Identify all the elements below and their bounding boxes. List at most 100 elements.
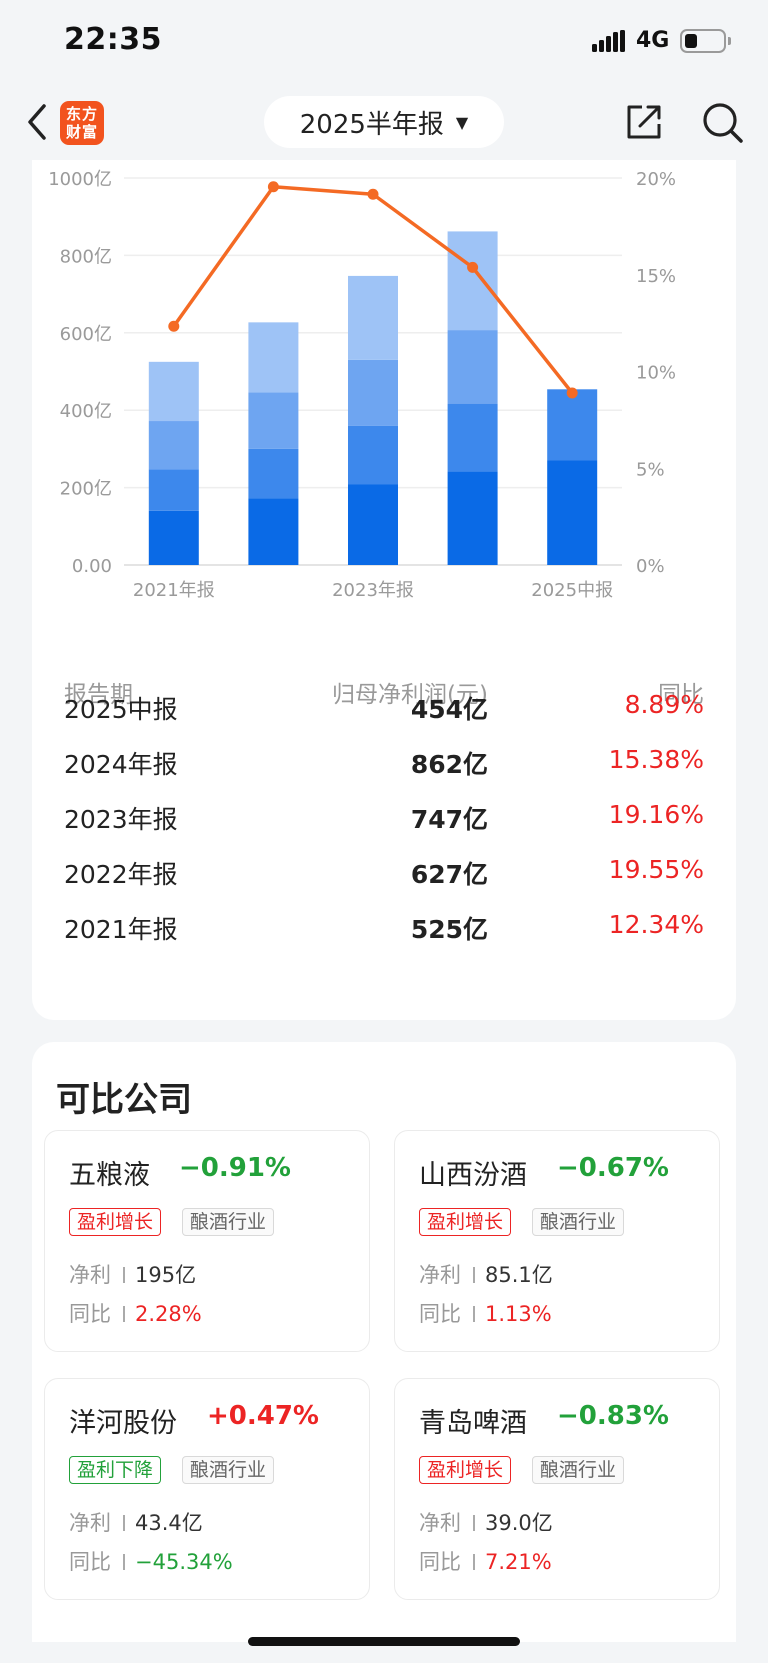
status-bar: 22:35 4G — [0, 0, 768, 86]
y2-tick-label: 0% — [636, 556, 665, 577]
bar-segment — [148, 510, 199, 565]
yoy-point — [367, 188, 379, 200]
battery-icon — [680, 29, 726, 53]
share-icon[interactable] — [624, 102, 664, 142]
yoy-point — [467, 261, 479, 273]
period-selector[interactable]: 2025半年报 ▼ — [264, 96, 504, 148]
y2-tick-label: 10% — [636, 363, 676, 384]
bar-segment — [348, 425, 398, 485]
table-row[interactable]: 2022年报 627亿 19.55% — [32, 855, 736, 895]
yoy-label: 同比 — [69, 1302, 111, 1326]
row-value: 862亿 — [410, 750, 488, 779]
profit-card: 1000亿 800亿 600亿 400亿 200亿 0.00 20% 15% 10% 5% 0% 20… — [32, 160, 736, 1020]
net-label: 净利 — [419, 1511, 461, 1535]
bar-segment — [348, 275, 398, 360]
company-name: 山西汾酒 — [419, 1160, 527, 1191]
row-yoy: 19.16% — [608, 800, 704, 829]
company-card-tsingtao[interactable]: 青岛啤酒 −0.83% 盈利增长 酿酒行业 净利 39.0亿 同比 7.21% — [394, 1378, 720, 1600]
y-tick-label: 400亿 — [60, 401, 112, 422]
comparables-title: 可比公司 — [56, 1080, 192, 1120]
profit-trend-tag: 盈利增长 — [69, 1208, 162, 1236]
row-value: 454亿 — [410, 695, 488, 724]
search-icon[interactable] — [700, 100, 744, 144]
bar-segment — [447, 403, 498, 472]
net-profit-row: 净利 43.4亿 — [69, 1507, 203, 1537]
price-change: −0.83% — [557, 1401, 669, 1431]
battery-tip — [728, 37, 731, 45]
row-value: 627亿 — [410, 860, 488, 889]
yoy-point — [566, 387, 578, 399]
bar-segment — [447, 330, 498, 404]
net-value: 85.1亿 — [485, 1263, 553, 1287]
company-card-wuliangye[interactable]: 五粮液 −0.91% 盈利增长 酿酒行业 净利 195亿 同比 2.28% — [44, 1130, 370, 1352]
row-yoy: 8.89% — [624, 690, 704, 719]
net-value: 43.4亿 — [135, 1511, 203, 1535]
network-type: 4G — [636, 28, 670, 53]
y-tick-label: 1000亿 — [48, 169, 112, 190]
row-yoy: 19.55% — [608, 855, 704, 884]
row-yoy: 12.34% — [608, 910, 704, 939]
profit-chart: 1000亿 800亿 600亿 400亿 200亿 0.00 20% 15% 10% 5% 0% 20… — [48, 169, 676, 601]
table-row[interactable]: 2021年报 525亿 12.34% — [32, 910, 736, 950]
bar-segment — [248, 392, 299, 449]
yoy-label: 同比 — [69, 1550, 111, 1574]
row-period: 2022年报 — [64, 860, 178, 889]
industry-tag: 酿酒行业 — [182, 1208, 275, 1236]
net-label: 净利 — [69, 1511, 111, 1535]
header-period: 报告期 — [64, 682, 133, 708]
row-value: 525亿 — [410, 915, 488, 944]
logo-text-1: 东方 — [65, 105, 98, 123]
bar-segment — [248, 322, 299, 393]
company-card-yanghe[interactable]: 洋河股份 +0.47% 盈利下降 酿酒行业 净利 43.4亿 同比 −45.34% — [44, 1378, 370, 1600]
back-icon[interactable] — [20, 100, 56, 144]
net-label: 净利 — [69, 1263, 111, 1287]
table-row[interactable]: 2025中报 454亿 8.89% — [32, 690, 736, 730]
company-card-shanxi-fenjiu[interactable]: 山西汾酒 −0.67% 盈利增长 酿酒行业 净利 85.1亿 同比 1.13% — [394, 1130, 720, 1352]
row-yoy: 15.38% — [608, 745, 704, 774]
yoy-row: 同比 −45.34% — [69, 1546, 233, 1576]
y2-tick-label: 5% — [636, 459, 665, 480]
yoy-row: 同比 1.13% — [419, 1298, 552, 1328]
yoy-value: 2.28% — [135, 1302, 202, 1326]
bar-segment — [547, 460, 598, 565]
yoy-point — [168, 320, 180, 332]
nav-bar: 东方 财富 2025半年报 ▼ — [0, 88, 768, 158]
yoy-value: 1.13% — [485, 1302, 552, 1326]
price-change: −0.91% — [179, 1153, 291, 1183]
status-time: 22:35 — [64, 22, 162, 57]
row-value: 747亿 — [410, 805, 488, 834]
bar-segment — [348, 359, 398, 426]
header-net-profit: 归母净利润(元) — [332, 682, 488, 708]
row-period: 2025中报 — [64, 695, 178, 724]
signal-icon — [592, 30, 625, 52]
brand-logo: 东方 财富 — [60, 101, 104, 145]
yoy-point — [267, 181, 279, 193]
table-row[interactable]: 2024年报 862亿 15.38% — [32, 745, 736, 785]
row-period: 2024年报 — [64, 750, 178, 779]
price-change: +0.47% — [207, 1401, 319, 1431]
table-row[interactable]: 2023年报 747亿 19.16% — [32, 800, 736, 840]
bar-segment — [148, 469, 199, 511]
bar-segment — [447, 231, 498, 331]
net-profit-row: 净利 85.1亿 — [419, 1259, 553, 1289]
x-tick-label: 2023年报 — [332, 580, 414, 601]
y2-tick-label: 20% — [636, 169, 676, 190]
yoy-label: 同比 — [419, 1550, 461, 1574]
row-period: 2023年报 — [64, 805, 178, 834]
industry-tag: 酿酒行业 — [182, 1456, 275, 1484]
y-tick-label: 600亿 — [60, 324, 112, 345]
bar-segment — [148, 361, 199, 422]
x-tick-label: 2025中报 — [531, 580, 613, 601]
bar-segment — [447, 471, 498, 565]
industry-tag: 酿酒行业 — [532, 1208, 625, 1236]
yoy-value: 7.21% — [485, 1550, 552, 1574]
yoy-row: 同比 7.21% — [419, 1546, 552, 1576]
yoy-value: −45.34% — [135, 1550, 233, 1574]
net-value: 195亿 — [135, 1263, 197, 1287]
company-name: 洋河股份 — [69, 1408, 177, 1439]
table-header: 报告期 归母净利润(元) 同比 — [32, 675, 736, 715]
net-profit-row: 净利 195亿 — [69, 1259, 196, 1289]
caret-down-icon: ▼ — [455, 112, 469, 132]
bar-segment — [348, 484, 398, 565]
row-period: 2021年报 — [64, 915, 178, 944]
